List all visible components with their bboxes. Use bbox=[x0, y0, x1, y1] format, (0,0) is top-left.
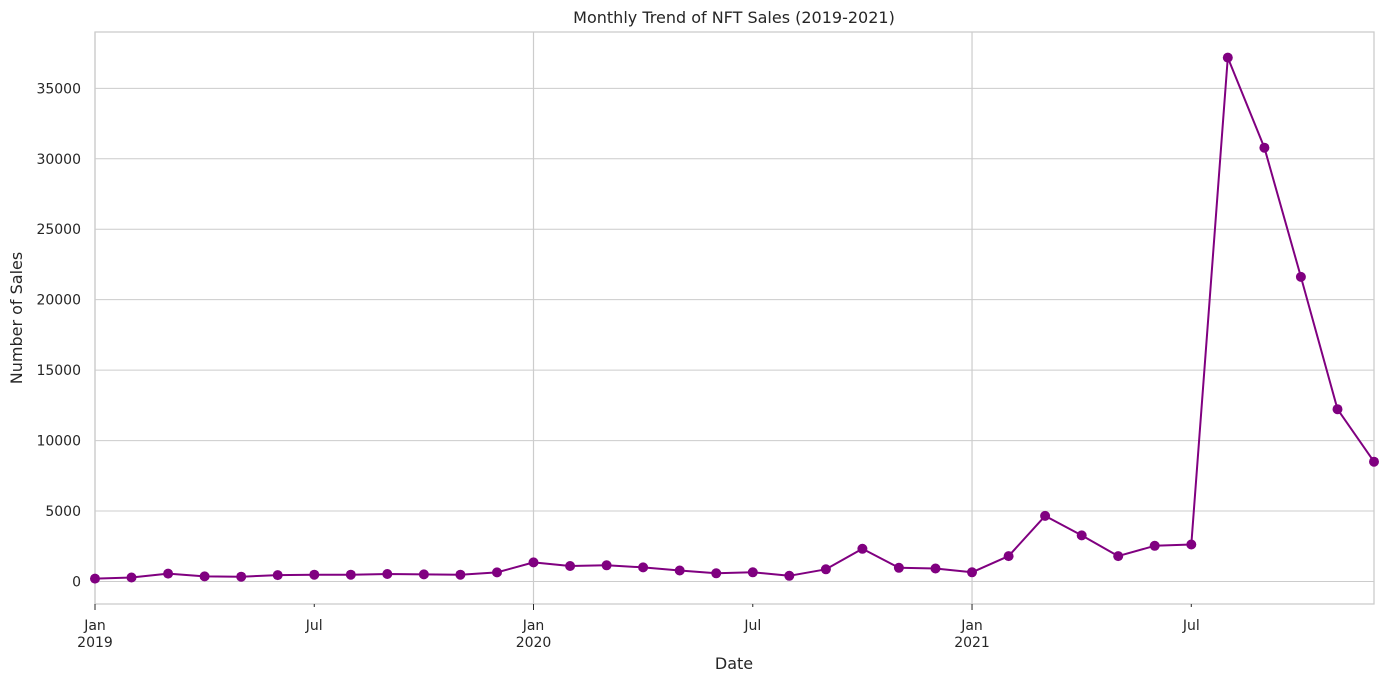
data-point bbox=[638, 562, 649, 573]
y-tick-label: 30000 bbox=[36, 152, 81, 168]
y-tick-label: 15000 bbox=[36, 363, 81, 379]
axes bbox=[94, 31, 1375, 605]
x-tick-label: Jan bbox=[960, 618, 983, 634]
y-tick-label: 5000 bbox=[45, 504, 81, 520]
y-axis-label: Number of Sales bbox=[7, 252, 26, 384]
data-point bbox=[784, 570, 795, 581]
y-tick-label: 35000 bbox=[36, 81, 81, 97]
plot-frame bbox=[94, 31, 1375, 605]
data-point bbox=[1369, 456, 1379, 467]
x-tick-label: Jul bbox=[743, 618, 761, 634]
data-point bbox=[163, 568, 174, 579]
y-tick-label: 10000 bbox=[36, 434, 81, 450]
series-line bbox=[94, 56, 1375, 580]
data-point bbox=[1003, 551, 1014, 562]
data-point bbox=[601, 560, 612, 571]
data-point bbox=[1113, 551, 1124, 562]
data-point bbox=[90, 573, 100, 584]
data-point bbox=[967, 567, 977, 578]
data-point bbox=[1222, 52, 1233, 63]
x-tick-label: Jan bbox=[83, 618, 106, 634]
data-point bbox=[309, 569, 320, 580]
x-tick-label: Jul bbox=[1182, 618, 1200, 634]
data-point bbox=[126, 572, 137, 583]
y-tick-label: 25000 bbox=[36, 222, 81, 238]
data-point bbox=[236, 571, 247, 582]
x-tick-label: Jan bbox=[522, 618, 545, 634]
data-point bbox=[1259, 142, 1270, 153]
y-tick-label: 0 bbox=[72, 574, 81, 590]
data-point bbox=[820, 564, 831, 575]
data-point bbox=[1149, 540, 1160, 551]
data-point bbox=[674, 565, 685, 576]
data-point bbox=[857, 543, 868, 554]
x-tick-year-label: 2021 bbox=[954, 635, 990, 651]
data-point bbox=[565, 561, 576, 571]
data-point bbox=[1332, 404, 1343, 415]
x-tick-label: Jul bbox=[305, 618, 323, 634]
data-point bbox=[345, 569, 356, 580]
grid bbox=[94, 32, 1374, 604]
x-tick-year-label: 2020 bbox=[516, 635, 552, 651]
data-point bbox=[1076, 530, 1087, 541]
data-point bbox=[492, 567, 502, 578]
data-point bbox=[893, 562, 904, 573]
data-point bbox=[747, 567, 758, 578]
x-tick-year-label: 2019 bbox=[77, 635, 113, 651]
data-point bbox=[455, 569, 466, 580]
data-point bbox=[418, 569, 429, 580]
series bbox=[90, 52, 1379, 584]
data-point bbox=[711, 568, 722, 579]
y-ticks: 0 5000 10000 15000 20000 25000 30000 35000 bbox=[36, 81, 81, 590]
chart-title: Monthly Trend of NFT Sales (2019-2021) bbox=[573, 8, 895, 27]
data-point bbox=[382, 569, 393, 579]
data-point bbox=[528, 557, 539, 568]
data-point bbox=[272, 570, 283, 581]
data-point bbox=[199, 571, 210, 582]
x-axis-label: Date bbox=[715, 654, 753, 673]
data-point bbox=[930, 563, 941, 574]
y-tick-label: 20000 bbox=[36, 293, 81, 309]
data-point bbox=[1295, 271, 1306, 282]
data-point bbox=[1186, 539, 1197, 550]
data-point bbox=[1040, 510, 1051, 521]
